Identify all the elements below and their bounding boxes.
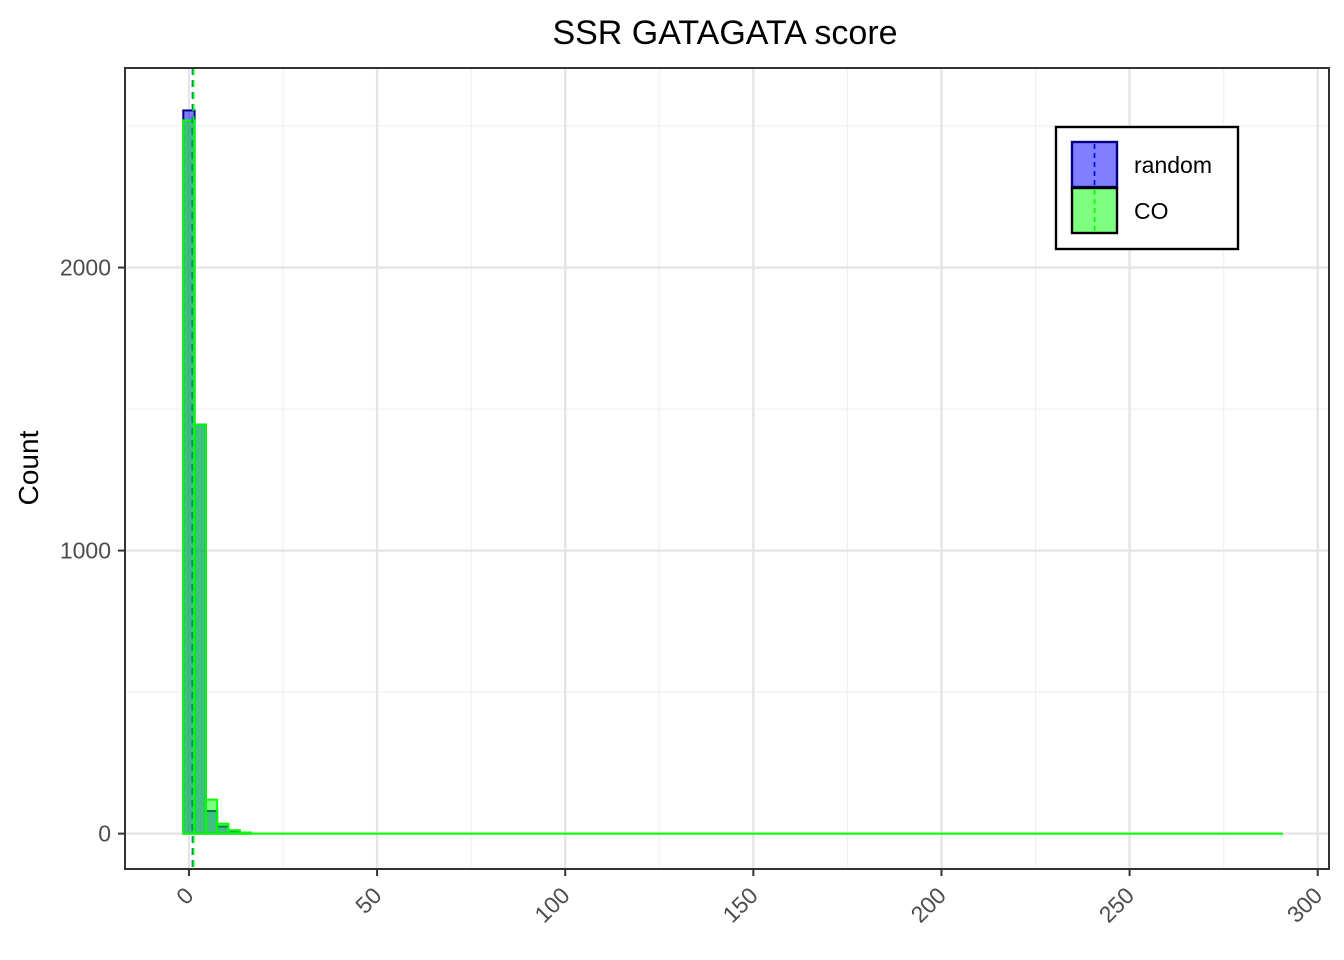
legend-label-random: random (1134, 152, 1212, 178)
series-co-bars (182, 119, 1283, 835)
histogram-bar (227, 829, 241, 835)
histogram-bar (204, 798, 219, 835)
plot-panel-border (124, 67, 1330, 870)
axes: 0 50 100 150 200 250 300 0 1000 2000 (60, 255, 1327, 928)
x-tick-label: 200 (905, 882, 951, 928)
y-tick-label: 2000 (60, 255, 111, 281)
legend: random CO (1054, 125, 1240, 251)
histogram-bar (193, 423, 207, 835)
mean-lines (191, 68, 195, 869)
x-tick-label: 300 (1282, 882, 1328, 928)
x-tick-label: 250 (1094, 882, 1140, 928)
legend-label-co: CO (1134, 198, 1169, 224)
x-tick-label: 50 (350, 882, 386, 918)
x-tick-label: 100 (529, 882, 575, 928)
x-tick-label: 150 (717, 882, 763, 928)
y-tick-label: 1000 (60, 538, 111, 564)
chart-title: SSR GATAGATA score (552, 14, 897, 52)
histogram-bar (238, 831, 253, 835)
histogram-bar (216, 822, 230, 835)
x-tick-label: 0 (171, 882, 198, 909)
y-axis-title: Count (13, 430, 44, 505)
y-tick-label: 0 (98, 821, 111, 847)
